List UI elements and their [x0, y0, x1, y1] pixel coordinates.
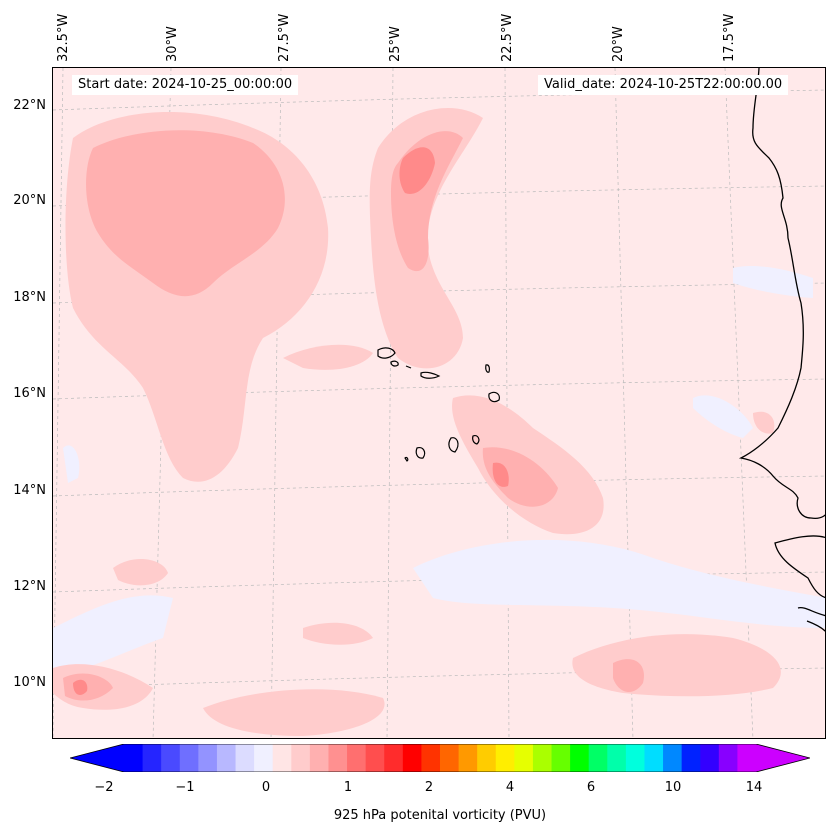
colorbar-segment [700, 744, 720, 772]
colorbar-segment [588, 744, 608, 772]
pv-strong-regions [73, 147, 509, 695]
colorbar-segment [254, 744, 274, 772]
colorbar-segment [179, 744, 199, 772]
colorbar-tick: −1 [175, 780, 195, 795]
colorbar-segment [477, 744, 497, 772]
colorbar-segment [458, 744, 478, 772]
colorbar-tick: 4 [505, 780, 515, 795]
colorbar-segment [663, 744, 683, 772]
colorbar-segment [514, 744, 534, 772]
colorbar-tick: 1 [343, 780, 353, 795]
lat-label-10n: 10°N [13, 675, 46, 690]
lon-label-27-5w: 27.5°W [277, 13, 292, 62]
colorbar-label: 925 hPa potenital vorticity (PVU) [333, 808, 547, 823]
colorbar-segment [551, 744, 571, 772]
colorbar-segment [142, 744, 162, 772]
colorbar-tick: 14 [745, 780, 763, 795]
colorbar-segment [347, 744, 367, 772]
colorbar-segment [495, 744, 515, 772]
colorbar-segment [681, 744, 701, 772]
colorbar-segment [402, 744, 422, 772]
colorbar-segment [644, 744, 664, 772]
lon-label-20w: 20°W [611, 26, 626, 62]
colorbar-segment [737, 744, 757, 772]
colorbar-tick: 2 [424, 780, 434, 795]
colorbar-segment [365, 744, 385, 772]
lon-label-32-5w: 32.5°W [56, 13, 71, 62]
colorbar-segment [216, 744, 237, 772]
colorbar-segment [161, 744, 181, 772]
lat-label-18n: 18°N [13, 290, 46, 305]
lon-label-30w: 30°W [165, 26, 180, 62]
cape-verde-islands [377, 347, 500, 462]
lon-label-17-5w: 17.5°W [722, 13, 737, 62]
valid-date-label: Valid_date: 2024-10-25T22:00:00.00 [538, 75, 789, 95]
negative-pv-patches [53, 266, 825, 678]
colorbar-over-triangle [756, 744, 810, 772]
colorbar-segment [440, 744, 460, 772]
colorbar [70, 744, 810, 772]
africa-coastline [738, 68, 825, 632]
colorbar-segment [421, 744, 441, 772]
colorbar-segment [570, 744, 590, 772]
colorbar-tick: 6 [586, 780, 596, 795]
colorbar-tick: −2 [94, 780, 114, 795]
colorbar-segment [532, 744, 553, 772]
colorbar-segment [607, 744, 627, 772]
colorbar-segment [124, 744, 144, 772]
colorbar-tick: 0 [261, 780, 271, 795]
lat-label-14n: 14°N [13, 483, 46, 498]
colorbar-segment [625, 744, 645, 772]
colorbar-segment [718, 744, 738, 772]
lat-label-16n: 16°N [13, 386, 46, 401]
colorbar-under-triangle [70, 744, 124, 772]
pv-map [53, 68, 825, 738]
start-date-label: Start date: 2024-10-25_00:00:00 [72, 75, 299, 95]
colorbar-segment [198, 744, 218, 772]
lon-label-25w: 25°W [388, 26, 403, 62]
lat-label-22n: 22°N [13, 98, 46, 113]
colorbar-segment [309, 744, 329, 772]
colorbar-segment [272, 744, 292, 772]
colorbar-segment [291, 744, 311, 772]
lat-label-20n: 20°N [13, 193, 46, 208]
lat-label-12n: 12°N [13, 579, 46, 594]
lon-label-22-5w: 22.5°W [500, 13, 515, 62]
map-plot-area[interactable] [52, 67, 826, 739]
colorbar-segment [384, 744, 404, 772]
colorbar-segment [328, 744, 348, 772]
colorbar-tick: 10 [664, 780, 682, 795]
colorbar-segment [235, 744, 255, 772]
